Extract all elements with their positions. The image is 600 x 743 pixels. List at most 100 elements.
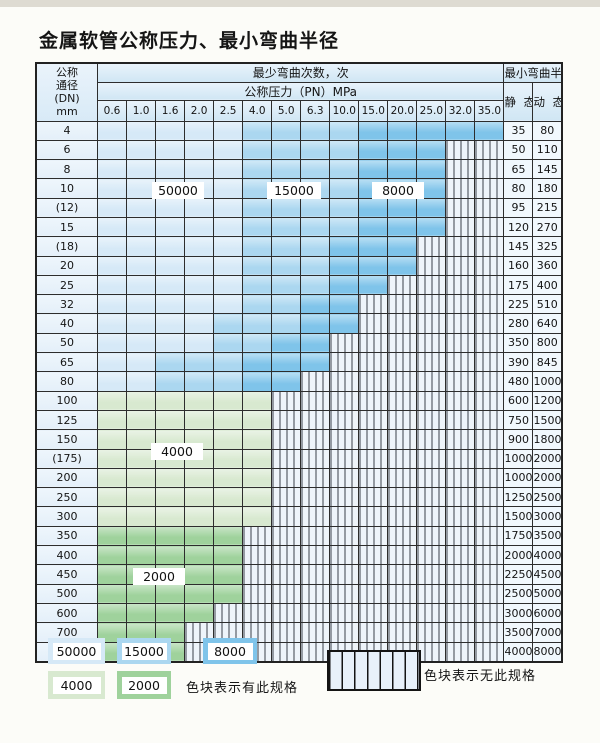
no-spec-cell — [329, 371, 360, 392]
spec-cell — [387, 216, 418, 238]
spec-cell — [213, 178, 244, 199]
table-row-dn-32: 32 225 510 — [35, 294, 563, 315]
spec-cell — [184, 332, 215, 354]
spec-cell — [184, 274, 215, 296]
dn-cell: 100 — [35, 390, 98, 411]
no-spec-cell — [445, 506, 476, 527]
no-spec-cell — [445, 332, 476, 354]
legend-no-spec-note: 色块表示无此规格 — [424, 669, 537, 684]
spec-cell — [96, 564, 128, 585]
static-radius-cell: 750 — [503, 409, 534, 431]
spec-cell — [96, 139, 128, 161]
no-spec-cell — [445, 274, 476, 296]
dynamic-radius-cell: 180 — [532, 178, 563, 199]
dn-cell: 200 — [35, 467, 98, 489]
spec-cell — [358, 216, 389, 238]
no-spec-cell — [416, 255, 447, 276]
spec-cell — [213, 332, 244, 354]
spec-cell — [300, 236, 331, 257]
spec-cell — [96, 641, 128, 663]
legend-swatch-4000: 4000 — [48, 671, 105, 699]
no-spec-cell — [271, 564, 302, 585]
dn-cell: 6 — [35, 139, 98, 161]
spec-cell — [126, 313, 157, 334]
pressure-col-header-4.0: 4.0 — [242, 99, 273, 122]
no-spec-cell — [329, 564, 360, 585]
no-spec-cell — [416, 622, 447, 643]
dynamic-radius-cell: 215 — [532, 197, 563, 218]
no-spec-cell — [416, 545, 447, 566]
no-spec-cell — [474, 525, 505, 547]
spec-cell — [155, 602, 186, 624]
no-spec-cell — [358, 352, 389, 373]
no-spec-cell — [300, 467, 331, 489]
dn-cell: 65 — [35, 352, 98, 373]
no-spec-cell — [300, 429, 331, 450]
dynamic-radius-cell: 2500 — [532, 487, 563, 508]
no-spec-cell — [416, 602, 447, 624]
static-radius-cell: 175 — [503, 274, 534, 296]
no-spec-cell — [416, 583, 447, 604]
table-row-dn-400: 400 2000 4000 — [35, 545, 563, 566]
no-spec-cell — [445, 467, 476, 489]
spec-cell — [242, 506, 273, 527]
region-label-2000: 2000 — [133, 568, 185, 585]
no-spec-cell — [242, 564, 273, 585]
spec-cell — [213, 216, 244, 238]
no-spec-cell — [242, 622, 273, 643]
spec-cell — [96, 487, 128, 508]
no-spec-cell — [445, 197, 476, 218]
spec-cell — [155, 159, 186, 180]
spec-cell — [126, 255, 157, 276]
no-spec-cell — [416, 274, 447, 296]
spec-cell — [184, 602, 215, 624]
no-spec-cell — [387, 564, 418, 585]
spec-cell — [387, 139, 418, 161]
no-spec-cell — [445, 622, 476, 643]
spec-cell — [96, 506, 128, 527]
static-radius-cell: 3000 — [503, 602, 534, 624]
no-spec-cell — [329, 487, 360, 508]
legend-has-spec-note: 色块表示有此规格 — [186, 681, 299, 696]
no-spec-cell — [387, 525, 418, 547]
no-spec-cell — [416, 313, 447, 334]
no-spec-cell — [445, 371, 476, 392]
no-spec-cell — [445, 255, 476, 276]
spec-cell — [358, 255, 389, 276]
no-spec-cell — [474, 564, 505, 585]
dn-cell: (12) — [35, 197, 98, 218]
spec-cell — [96, 622, 128, 643]
spec-cell — [126, 641, 157, 663]
static-header: 静 态 — [503, 81, 534, 122]
no-spec-cell — [329, 525, 360, 547]
pressure-col-header-32.0: 32.0 — [445, 99, 476, 122]
no-spec-cell — [358, 545, 389, 566]
spec-cell — [242, 216, 273, 238]
table-row-dn-800: 800 4000 8000 — [35, 641, 563, 663]
no-spec-cell — [387, 409, 418, 431]
no-spec-cell — [329, 506, 360, 527]
dynamic-radius-cell: 145 — [532, 159, 563, 180]
spec-cell — [96, 216, 128, 238]
spec-cell — [126, 506, 157, 527]
spec-cell — [358, 159, 389, 180]
dynamic-radius-cell: 6000 — [532, 602, 563, 624]
spec-cell — [126, 583, 157, 604]
spec-cell — [184, 390, 215, 411]
no-spec-cell — [474, 352, 505, 373]
no-spec-cell — [445, 641, 476, 663]
dynamic-radius-cell: 80 — [532, 120, 563, 141]
spec-cell — [126, 332, 157, 354]
table-row-dn-250: 250 1250 2500 — [35, 487, 563, 508]
no-spec-cell — [445, 139, 476, 161]
spec-cell — [184, 294, 215, 315]
no-spec-cell — [445, 216, 476, 238]
static-radius-cell: 350 — [503, 332, 534, 354]
spec-cell — [155, 390, 186, 411]
no-spec-cell — [387, 583, 418, 604]
pressure-col-header-20.0: 20.0 — [387, 99, 418, 122]
no-spec-cell — [445, 525, 476, 547]
no-spec-cell — [184, 641, 215, 663]
spec-cell — [271, 159, 302, 180]
region-label-8000: 8000 — [372, 182, 424, 199]
